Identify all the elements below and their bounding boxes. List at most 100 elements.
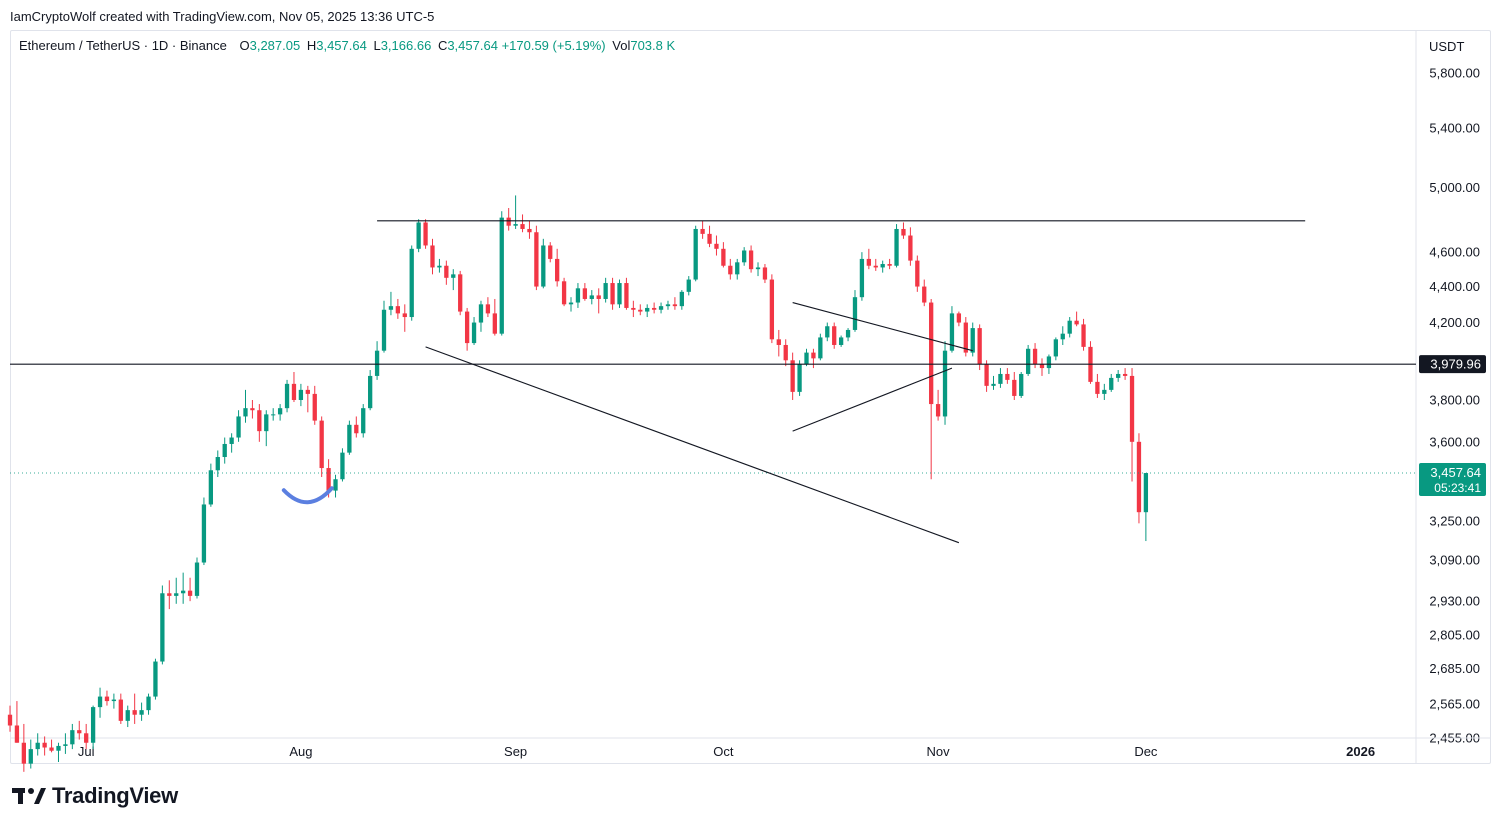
- candle-body: [1039, 364, 1045, 369]
- candle-body: [381, 309, 387, 351]
- price-tick-label: 2,565.00: [1429, 697, 1480, 712]
- last-price-tag: [1419, 463, 1486, 497]
- candle-body: [7, 714, 13, 726]
- candle-body: [894, 228, 899, 266]
- candle-body: [284, 383, 290, 409]
- candle-body: [527, 228, 532, 233]
- candle-body: [1074, 320, 1079, 325]
- candle-body: [1109, 377, 1114, 390]
- candle-body: [693, 228, 698, 280]
- trendline: [425, 346, 960, 544]
- candle-body: [832, 326, 837, 345]
- candle-body: [1060, 333, 1065, 340]
- time-tick-label: Jul: [78, 744, 95, 759]
- trendline: [792, 302, 973, 352]
- candle-body: [35, 742, 40, 750]
- candle-body: [1032, 348, 1038, 365]
- candle-body: [513, 224, 518, 226]
- candle-body: [271, 414, 276, 416]
- time-tick-label: Oct: [713, 744, 734, 759]
- price-tick-label: 3,800.00: [1429, 392, 1480, 407]
- change-value: +170.59 (+5.19%): [501, 38, 606, 53]
- candle-body: [160, 593, 165, 662]
- candle-body: [1095, 381, 1100, 394]
- price-tick-label: 3,600.00: [1429, 434, 1480, 449]
- candle-body: [866, 258, 871, 266]
- candle-body: [721, 248, 726, 266]
- candle-body: [28, 749, 33, 764]
- candle-body: [672, 304, 678, 307]
- candle-body: [1067, 320, 1072, 334]
- candle-body: [617, 283, 622, 305]
- candle-body: [541, 245, 546, 287]
- volume-value: 703.8 K: [630, 38, 676, 53]
- candle-body: [333, 479, 338, 491]
- candle-body: [942, 350, 948, 417]
- candle-body: [555, 258, 560, 282]
- candle-body: [49, 747, 54, 751]
- candle-body: [776, 339, 781, 345]
- candle-body: [84, 733, 89, 743]
- candle-body: [201, 504, 207, 563]
- candle-body: [1122, 373, 1128, 376]
- candle-body: [922, 286, 927, 303]
- candle-body: [977, 328, 982, 365]
- candle-body: [298, 389, 304, 400]
- candle-body: [686, 279, 691, 292]
- candle-body: [458, 274, 463, 312]
- open-label: O: [239, 38, 250, 53]
- price-tick-label: 4,200.00: [1429, 315, 1480, 330]
- candle-body: [1019, 373, 1024, 396]
- candle-body: [416, 222, 421, 249]
- price-tick-label: 3,090.00: [1429, 553, 1480, 568]
- candle-body: [956, 313, 962, 323]
- chart-frame: [10, 30, 1491, 764]
- candle-body: [229, 437, 234, 444]
- candle-body: [1046, 356, 1052, 369]
- currency-label[interactable]: USDT: [1429, 39, 1465, 54]
- candle-body: [707, 233, 712, 244]
- price-tick-label: 2,685.00: [1429, 661, 1480, 676]
- low-value: 3,166.66: [380, 38, 432, 53]
- candle-body: [742, 250, 747, 263]
- candle-body: [908, 235, 913, 261]
- candle-body: [305, 389, 310, 394]
- candle-body: [929, 302, 934, 405]
- candle-body: [1102, 389, 1107, 394]
- time-axis-ticks: Jul Aug Sep Oct Nov Dec 2026: [10, 737, 1491, 759]
- tradingview-logo[interactable]: TradingView: [12, 783, 178, 809]
- candle-body: [901, 228, 906, 236]
- candle-body: [638, 309, 643, 312]
- candle-body: [153, 661, 158, 697]
- close-value: 3,457.64: [447, 38, 498, 53]
- candle-body: [651, 307, 657, 310]
- candle-body: [783, 344, 788, 361]
- candle-body: [915, 260, 920, 287]
- chart-legend: Ethereum / TetherUS · 1D · Binance O3,28…: [19, 38, 675, 53]
- time-tick-label: Dec: [1134, 744, 1158, 759]
- candle-body: [132, 710, 137, 715]
- price-tick-label: 5,800.00: [1429, 65, 1480, 80]
- candle-body: [1005, 373, 1010, 380]
- candle-body: [97, 696, 103, 708]
- candle-body: [1136, 441, 1142, 513]
- time-tick-label: 2026: [1346, 744, 1375, 759]
- candle-body: [485, 304, 491, 314]
- candle-body: [658, 306, 664, 310]
- candle-body: [873, 265, 878, 268]
- candle-body: [797, 364, 802, 392]
- candle-body: [790, 360, 795, 392]
- time-tick-label: Sep: [504, 744, 527, 759]
- candle-body: [194, 562, 200, 596]
- candle-body: [264, 414, 269, 432]
- candle-body: [361, 408, 366, 434]
- candle-body: [880, 264, 885, 268]
- candle-body: [291, 383, 297, 400]
- high-label: H: [306, 38, 317, 53]
- candle-body: [42, 742, 47, 748]
- candle-body: [582, 288, 588, 299]
- candle-body: [312, 393, 317, 421]
- candle-body: [596, 295, 601, 299]
